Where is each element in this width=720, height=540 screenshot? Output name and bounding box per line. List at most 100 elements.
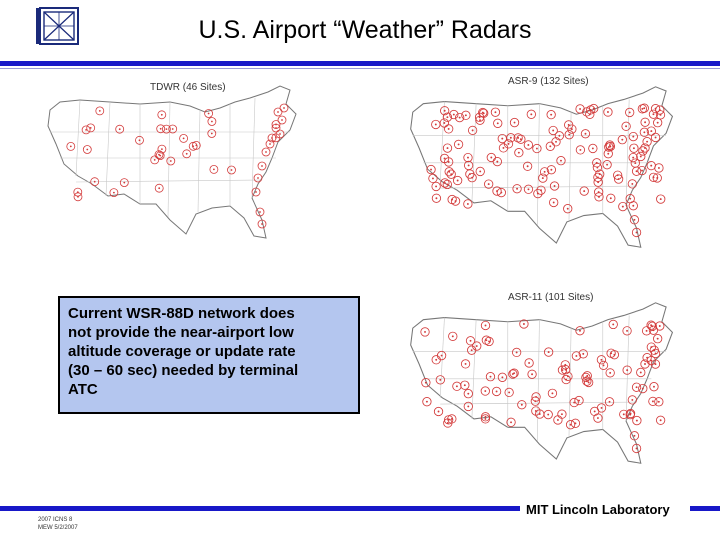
radar-site-dot xyxy=(471,129,474,132)
radar-site-marker xyxy=(435,375,445,385)
radar-site-marker xyxy=(627,179,637,189)
footer-meta-line: 2007 ICNS 8 xyxy=(38,517,73,523)
radar-site-marker xyxy=(593,413,603,423)
page-title: U.S. Airport “Weather” Radars xyxy=(198,16,532,44)
radar-site-dot xyxy=(595,161,598,164)
radar-site-marker xyxy=(648,396,658,407)
radar-site-marker xyxy=(519,319,529,329)
radar-site-marker xyxy=(646,126,656,136)
radar-site-dot xyxy=(435,185,438,188)
radar-site-dot xyxy=(566,207,569,210)
radar-site-marker xyxy=(444,124,454,134)
radar-site-dot xyxy=(607,111,609,113)
radar-site-dot xyxy=(629,197,632,200)
radar-site-dot xyxy=(467,405,470,408)
radar-site-dot xyxy=(646,140,649,143)
radar-site-dot xyxy=(86,148,89,151)
radar-site-marker xyxy=(640,117,650,127)
radar-site-dot xyxy=(632,156,635,159)
state-border xyxy=(197,109,201,213)
radar-site-marker xyxy=(503,139,514,149)
radar-site-dot xyxy=(207,112,210,115)
radar-site-dot xyxy=(535,147,538,150)
radar-site-dot xyxy=(651,400,654,403)
radar-site-marker xyxy=(543,409,553,420)
radar-site-marker xyxy=(474,112,485,122)
radar-site-marker xyxy=(273,107,283,117)
radar-site-marker xyxy=(594,192,604,202)
radar-site-marker xyxy=(602,160,612,170)
radar-site-marker xyxy=(583,377,594,388)
radar-site-marker xyxy=(580,129,591,139)
radar-site-dot xyxy=(153,159,156,161)
radar-site-dot xyxy=(626,329,629,332)
radar-site-marker xyxy=(517,400,527,410)
radar-site-dot xyxy=(500,191,503,194)
radar-site-dot xyxy=(484,417,487,420)
radar-site-dot xyxy=(443,109,446,112)
radar-site-dot xyxy=(635,419,638,422)
radar-site-dot xyxy=(213,168,215,171)
radar-site-marker xyxy=(564,130,574,140)
radar-site-marker xyxy=(431,119,441,130)
radar-site-dot xyxy=(69,145,72,148)
radar-site-dot xyxy=(657,167,660,169)
radar-site-marker xyxy=(622,365,632,375)
radar-site-dot xyxy=(644,121,647,124)
radar-site-dot xyxy=(543,170,546,173)
radar-site-marker xyxy=(157,110,167,120)
radar-site-marker xyxy=(442,143,453,153)
radar-site-dot xyxy=(625,125,628,128)
radar-site-dot xyxy=(574,422,577,425)
radar-site-dot xyxy=(558,134,561,137)
state-border xyxy=(471,319,477,419)
radar-site-marker xyxy=(650,132,661,143)
radar-site-marker xyxy=(606,193,616,203)
radar-site-dot xyxy=(641,169,643,172)
radar-site-marker xyxy=(154,183,164,193)
radar-site-marker xyxy=(493,118,503,128)
radar-site-marker xyxy=(504,387,514,398)
radar-site-marker xyxy=(653,334,663,344)
radar-site-dot xyxy=(631,182,634,185)
radar-site-dot xyxy=(89,127,92,129)
radar-site-marker xyxy=(578,349,588,359)
radar-site-marker xyxy=(261,147,271,157)
radar-site-marker xyxy=(251,187,261,197)
radar-site-marker xyxy=(497,372,508,382)
radar-site-dot xyxy=(530,113,533,116)
radar-site-dot xyxy=(451,335,454,338)
radar-site-dot xyxy=(633,218,636,221)
radar-site-marker xyxy=(636,367,646,378)
radar-site-marker xyxy=(527,369,537,379)
radar-site-marker xyxy=(179,134,189,143)
radar-site-marker xyxy=(431,355,441,365)
radar-site-dot xyxy=(631,398,634,401)
map-label-tdwr: TDWR (46 Sites) xyxy=(150,82,226,93)
radar-site-dot xyxy=(281,119,283,121)
radar-site-marker xyxy=(557,365,568,375)
radar-site-marker xyxy=(475,166,485,177)
radar-site-dot xyxy=(531,373,534,376)
radar-site-dot xyxy=(485,339,488,342)
radar-site-dot xyxy=(653,385,655,388)
radar-site-dot xyxy=(467,156,469,159)
radar-site-marker xyxy=(548,125,558,136)
radar-site-marker xyxy=(455,112,465,123)
radar-site-dot xyxy=(490,156,493,159)
radar-site-marker xyxy=(650,359,661,369)
radar-site-marker xyxy=(524,358,534,368)
radar-site-dot xyxy=(457,143,460,146)
radar-site-marker xyxy=(448,331,458,341)
radar-site-marker xyxy=(531,406,541,416)
radar-site-dot xyxy=(160,113,163,116)
radar-site-dot xyxy=(586,374,589,377)
radar-site-marker xyxy=(647,321,657,331)
radar-site-dot xyxy=(479,119,481,122)
radar-site-marker xyxy=(421,378,431,388)
callout-box: Current WSR-88D network does not provide… xyxy=(58,296,360,414)
radar-site-dot xyxy=(609,197,612,200)
radar-site-marker xyxy=(596,403,607,413)
radar-site-dot xyxy=(628,111,631,114)
radar-site-dot xyxy=(556,418,559,421)
